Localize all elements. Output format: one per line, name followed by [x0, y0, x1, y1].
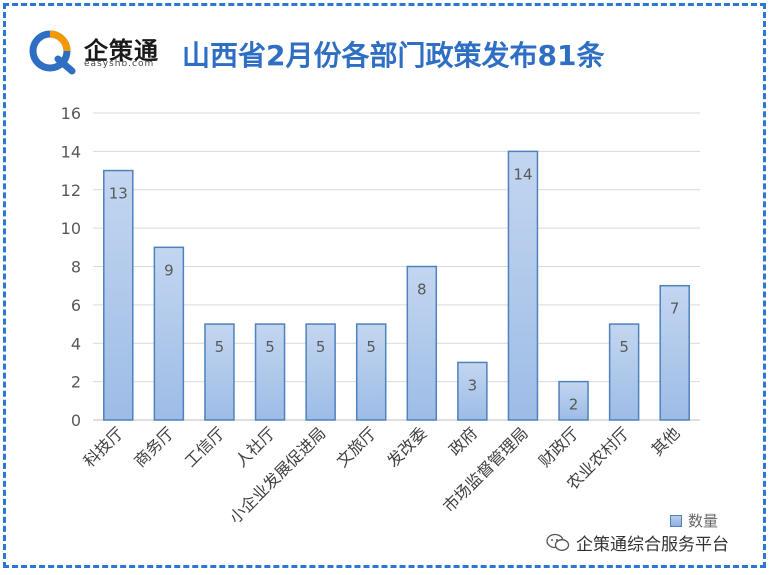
wechat-icon [546, 533, 570, 551]
page-frame [3, 3, 766, 568]
bar [355, 323, 387, 421]
x-tick-label: 发改委 [383, 423, 430, 470]
x-tick-label: 政府 [445, 423, 481, 459]
x-tick-label: 财政厅 [535, 423, 582, 470]
legend-label: 数量 [688, 512, 719, 530]
data-label: 8 [417, 281, 427, 299]
x-tick-label: 人社厅 [231, 423, 278, 470]
bar [153, 246, 185, 421]
y-tick-label: 0 [71, 411, 81, 430]
data-label: 5 [265, 338, 275, 356]
y-tick-label: 6 [71, 296, 81, 315]
legend: 数量 [670, 510, 718, 531]
y-tick-label: 10 [61, 219, 81, 238]
chart-title: 山西省2月份各部门政策发布81条 [182, 39, 605, 72]
logo: 企策通 easyshb.com [28, 27, 168, 75]
data-label: 3 [468, 376, 478, 394]
bar [659, 284, 690, 421]
y-tick-label: 12 [61, 181, 81, 200]
data-label: 14 [513, 165, 532, 183]
bar [608, 323, 640, 421]
logo-name: 企策通 [84, 37, 159, 65]
data-label: 5 [366, 338, 376, 356]
bar [507, 150, 539, 421]
bar [103, 169, 134, 421]
bar [204, 323, 235, 421]
data-label: 5 [619, 338, 629, 356]
x-tick-label: 其他 [647, 423, 683, 459]
data-label: 5 [316, 338, 326, 356]
x-tick-label: 商务厅 [130, 423, 177, 470]
x-tick-label: 小企业发展促进局 [225, 423, 329, 527]
bar [254, 323, 286, 421]
data-label: 5 [215, 338, 225, 356]
logo-q-icon [29, 30, 76, 75]
logo-domain: easyshb.com [84, 59, 155, 69]
y-tick-label: 2 [71, 373, 81, 392]
data-label: 2 [569, 396, 579, 414]
bar [406, 265, 438, 421]
y-tick-label: 8 [71, 258, 81, 277]
bar [558, 380, 589, 421]
x-tick-label: 文旅厅 [333, 423, 380, 470]
y-tick-label: 14 [61, 142, 81, 161]
x-tick-label: 科技厅 [80, 423, 127, 470]
data-label: 13 [109, 185, 128, 203]
watermark: 企策通综合服务平台 [546, 530, 729, 555]
y-tick-label: 16 [61, 104, 81, 123]
bar [457, 361, 488, 421]
x-tick-label: 工信厅 [181, 423, 228, 470]
y-tick-label: 4 [71, 334, 81, 353]
legend-swatch [670, 514, 682, 527]
watermark-text: 企策通综合服务平台 [576, 535, 729, 555]
data-label: 7 [670, 300, 680, 318]
bar [305, 323, 336, 421]
data-label: 9 [164, 261, 174, 279]
